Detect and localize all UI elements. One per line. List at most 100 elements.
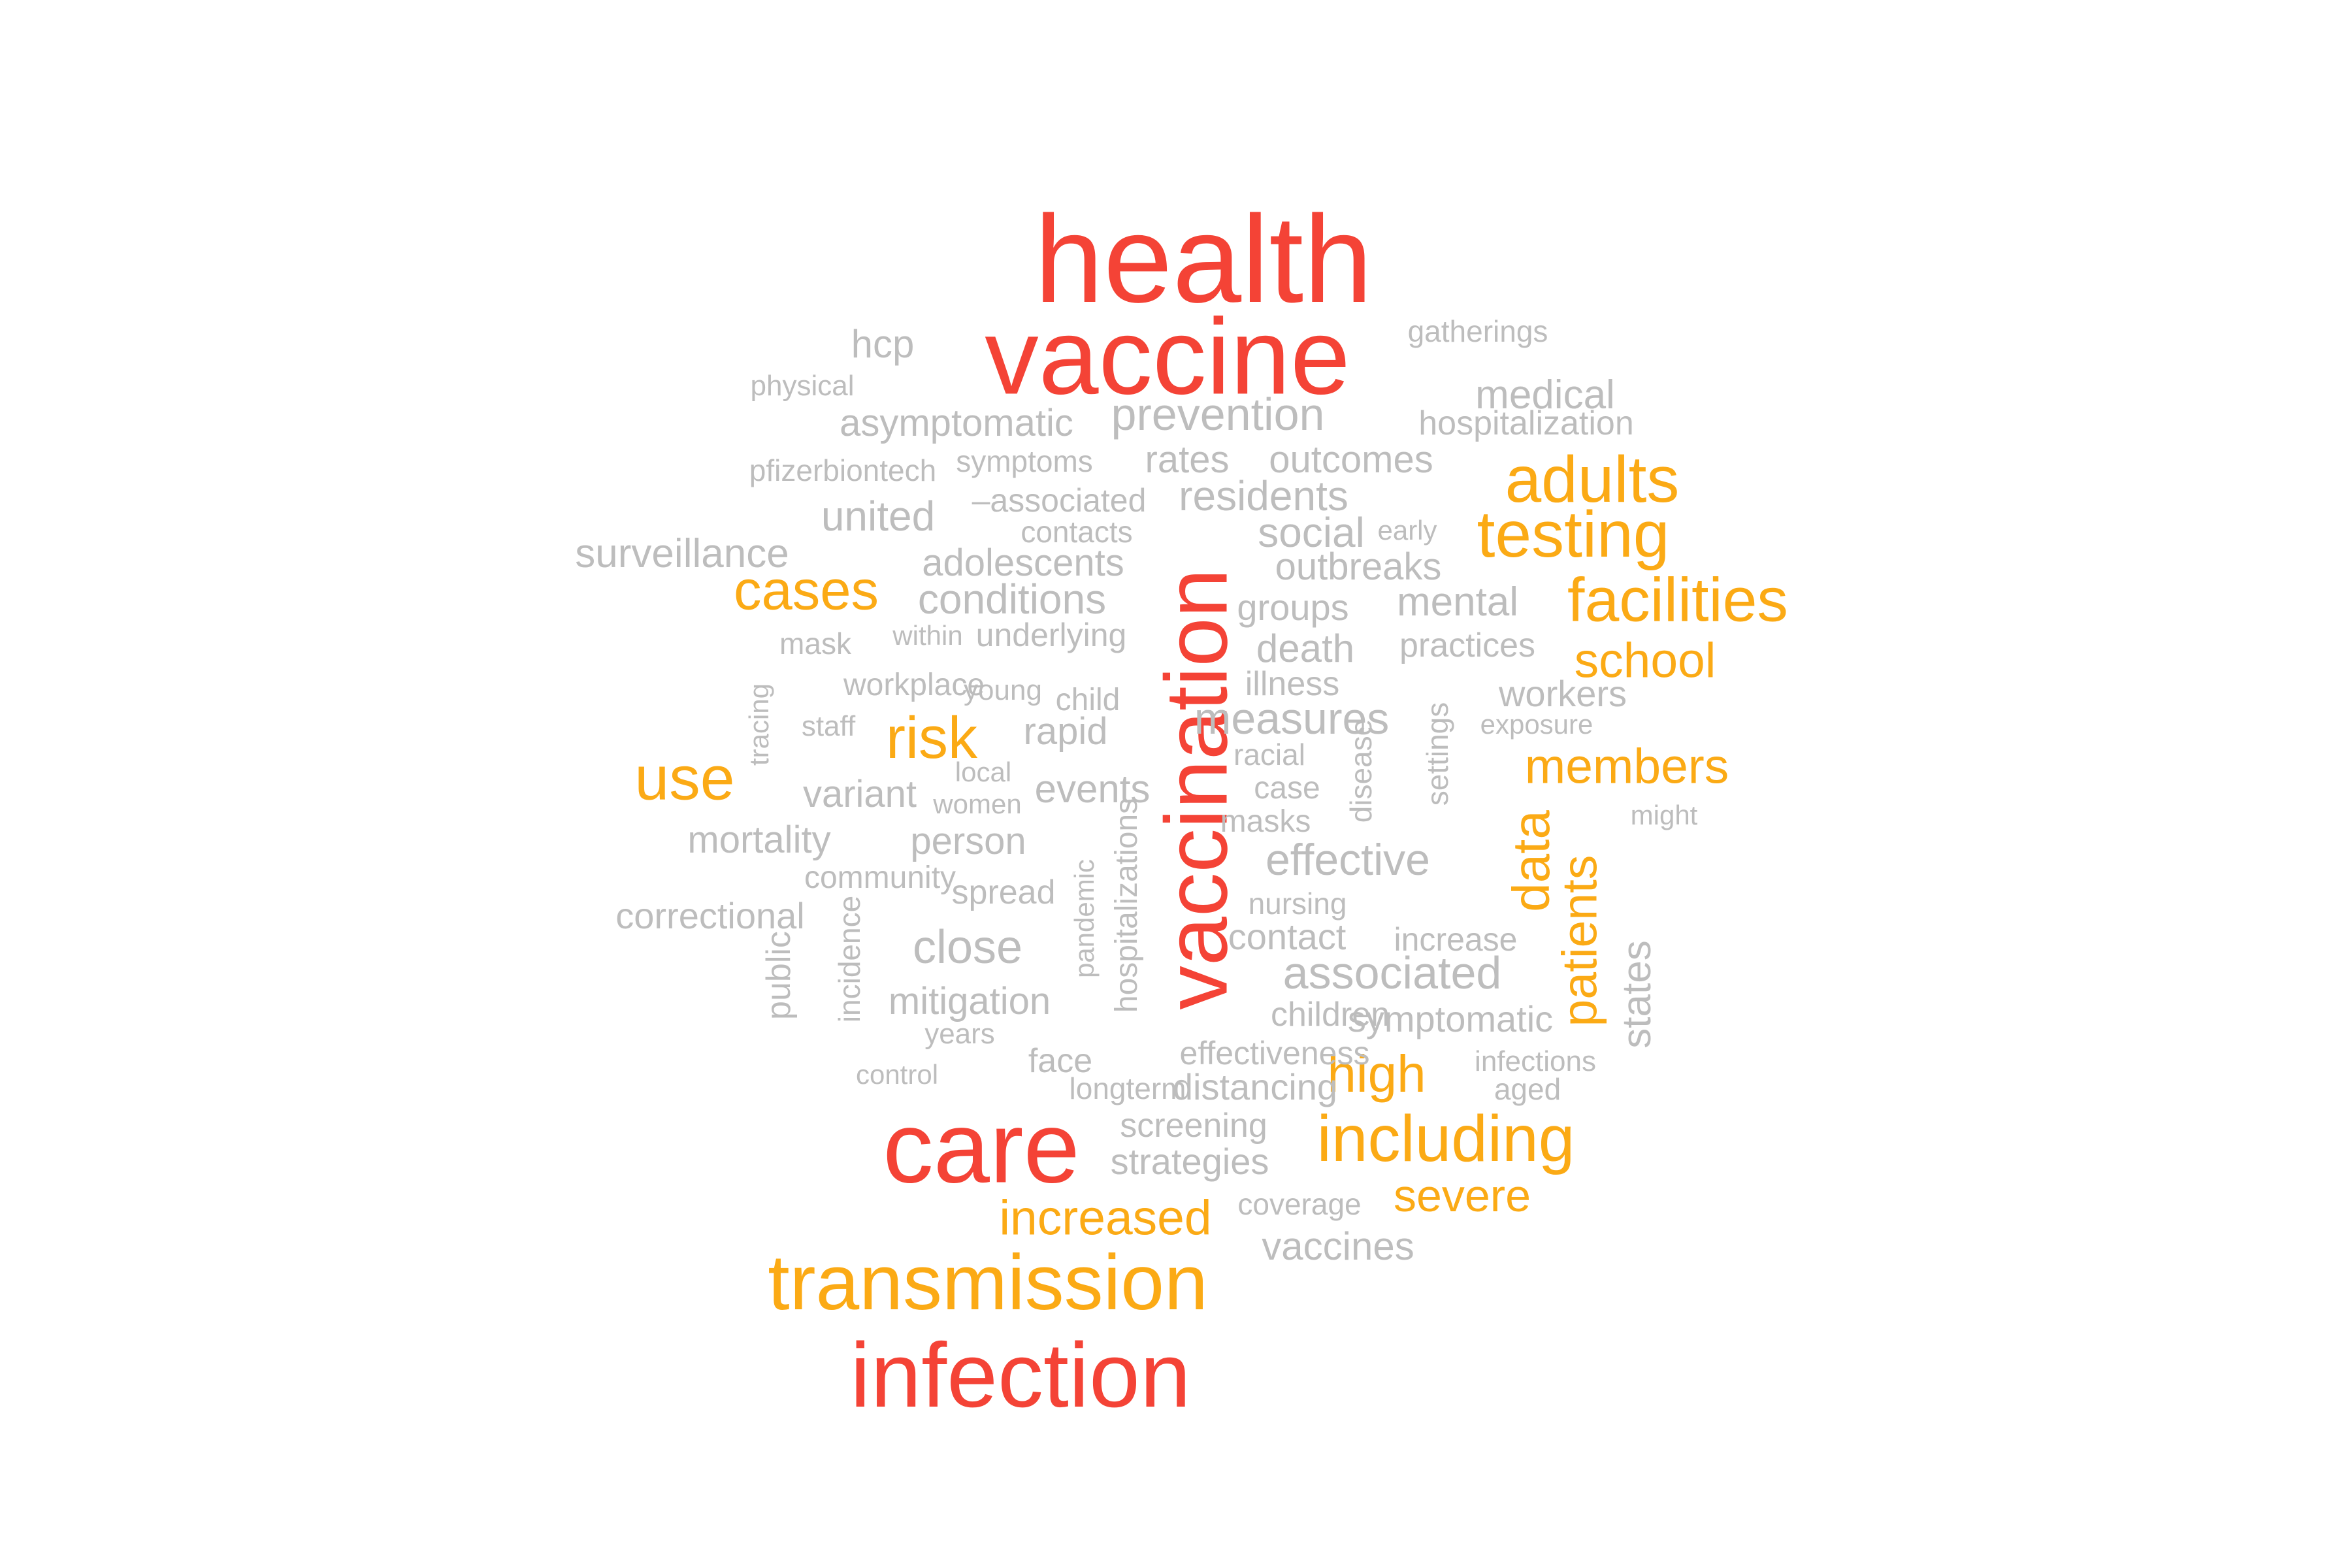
word-control: control bbox=[855, 1059, 939, 1090]
word-pfizerbiontech: pfizerbiontech bbox=[749, 453, 937, 487]
word-hospitalizations: hospitalizations bbox=[1109, 798, 1144, 1013]
word-symptoms: symptoms bbox=[956, 444, 1093, 478]
word-racial: racial bbox=[1233, 738, 1305, 772]
word-rates: rates bbox=[1145, 438, 1230, 481]
word-school: school bbox=[1574, 632, 1716, 688]
word-incidence: incidence bbox=[832, 895, 866, 1023]
word-public: public bbox=[760, 931, 798, 1020]
word-rapid: rapid bbox=[1023, 710, 1108, 753]
word-outcomes: outcomes bbox=[1269, 438, 1433, 481]
word-practices: practices bbox=[1399, 627, 1536, 664]
word-person: person bbox=[910, 820, 1026, 862]
word-symptomatic: symptomatic bbox=[1347, 998, 1554, 1039]
word-contacts: contacts bbox=[1021, 515, 1133, 549]
word-within: within bbox=[892, 620, 963, 651]
word-spread: spread bbox=[951, 874, 1056, 911]
word-conditions: conditions bbox=[917, 576, 1107, 623]
word-children: children bbox=[1270, 996, 1390, 1034]
word-nursing: nursing bbox=[1248, 887, 1347, 921]
word-masks: masks bbox=[1220, 804, 1311, 839]
word-transmission: transmission bbox=[768, 1239, 1208, 1326]
word-settings: settings bbox=[1420, 702, 1454, 806]
word-local: local bbox=[955, 757, 1012, 787]
word-associated: –associated bbox=[972, 482, 1147, 519]
word-pandemic: pandemic bbox=[1069, 858, 1100, 979]
word-effective: effective bbox=[1265, 835, 1431, 885]
word-adolescents: adolescents bbox=[922, 542, 1124, 584]
word-medical: medical bbox=[1475, 372, 1615, 417]
word-infection: infection bbox=[850, 1324, 1191, 1426]
word-asymptomatic: asymptomatic bbox=[840, 402, 1073, 444]
word-physical: physical bbox=[750, 370, 855, 402]
word-use: use bbox=[634, 743, 735, 813]
word-facilities: facilities bbox=[1567, 565, 1788, 635]
word-hcp: hcp bbox=[851, 322, 915, 366]
word-risk: risk bbox=[886, 706, 977, 771]
word-might: might bbox=[1630, 800, 1698, 830]
word-testing: testing bbox=[1477, 498, 1670, 571]
word-face: face bbox=[1028, 1042, 1093, 1080]
word-health: health bbox=[1034, 190, 1373, 329]
word-workplace: workplace bbox=[843, 668, 985, 702]
word-mortality: mortality bbox=[687, 819, 831, 861]
word-community: community bbox=[804, 860, 956, 895]
word-aged: aged bbox=[1494, 1072, 1561, 1106]
word-women: women bbox=[933, 789, 1022, 819]
word-patients: patients bbox=[1552, 855, 1607, 1027]
word-outbreaks: outbreaks bbox=[1275, 546, 1442, 588]
word-increased: increased bbox=[999, 1190, 1212, 1245]
word-strategies: strategies bbox=[1110, 1141, 1269, 1182]
word-years: years bbox=[924, 1018, 995, 1050]
word-contact: contact bbox=[1228, 916, 1347, 957]
word-variant: variant bbox=[802, 773, 917, 815]
word-associated: associated bbox=[1282, 947, 1502, 998]
word-child: child bbox=[1055, 683, 1120, 717]
word-care: care bbox=[883, 1090, 1080, 1204]
word-correctional: correctional bbox=[615, 895, 805, 936]
word-gatherings: gatherings bbox=[1407, 314, 1548, 348]
word-infections: infections bbox=[1475, 1045, 1596, 1077]
word-effectiveness: effectiveness bbox=[1179, 1035, 1370, 1071]
word-longterm: longterm bbox=[1069, 1071, 1186, 1105]
word-coverage: coverage bbox=[1237, 1187, 1362, 1221]
word-events: events bbox=[1034, 767, 1151, 811]
word-screening: screening bbox=[1120, 1107, 1267, 1145]
word-early: early bbox=[1377, 515, 1437, 546]
word-measures: measures bbox=[1194, 694, 1390, 743]
word-cases: cases bbox=[733, 559, 879, 622]
word-groups: groups bbox=[1237, 587, 1349, 628]
word-high: high bbox=[1327, 1045, 1426, 1103]
word-adults: adults bbox=[1505, 443, 1680, 516]
word-hospitalization: hospitalization bbox=[1418, 404, 1634, 442]
word-case: case bbox=[1254, 771, 1320, 806]
word-surveillance: surveillance bbox=[575, 531, 789, 576]
word-exposure: exposure bbox=[1480, 709, 1593, 740]
word-prevention: prevention bbox=[1111, 389, 1325, 440]
word-close: close bbox=[912, 921, 1023, 973]
word-united: united bbox=[821, 493, 936, 540]
word-disease: disease bbox=[1344, 719, 1378, 823]
word-illness: illness bbox=[1245, 665, 1340, 703]
word-workers: workers bbox=[1498, 673, 1627, 714]
word-young: young bbox=[964, 674, 1042, 706]
word-residents: residents bbox=[1179, 472, 1348, 519]
word-social: social bbox=[1258, 509, 1365, 556]
word-mental: mental bbox=[1396, 580, 1519, 625]
word-vaccines: vaccines bbox=[1262, 1224, 1414, 1268]
word-mitigation: mitigation bbox=[888, 980, 1051, 1022]
word-increase: increase bbox=[1394, 921, 1518, 958]
word-severe: severe bbox=[1393, 1170, 1531, 1221]
word-distancing: distancing bbox=[1172, 1066, 1338, 1107]
word-death: death bbox=[1256, 627, 1355, 670]
word-mask: mask bbox=[779, 627, 851, 661]
word-including: including bbox=[1316, 1102, 1575, 1175]
word-underlying: underlying bbox=[975, 617, 1127, 653]
word-states: states bbox=[1614, 940, 1659, 1049]
word-vaccination: vaccination bbox=[1147, 568, 1246, 1010]
word-staff: staff bbox=[801, 710, 856, 742]
word-members: members bbox=[1524, 738, 1729, 794]
word-vaccine: vaccine bbox=[985, 296, 1350, 417]
word-data: data bbox=[1502, 810, 1560, 912]
word-tracing: tracing bbox=[743, 683, 774, 766]
